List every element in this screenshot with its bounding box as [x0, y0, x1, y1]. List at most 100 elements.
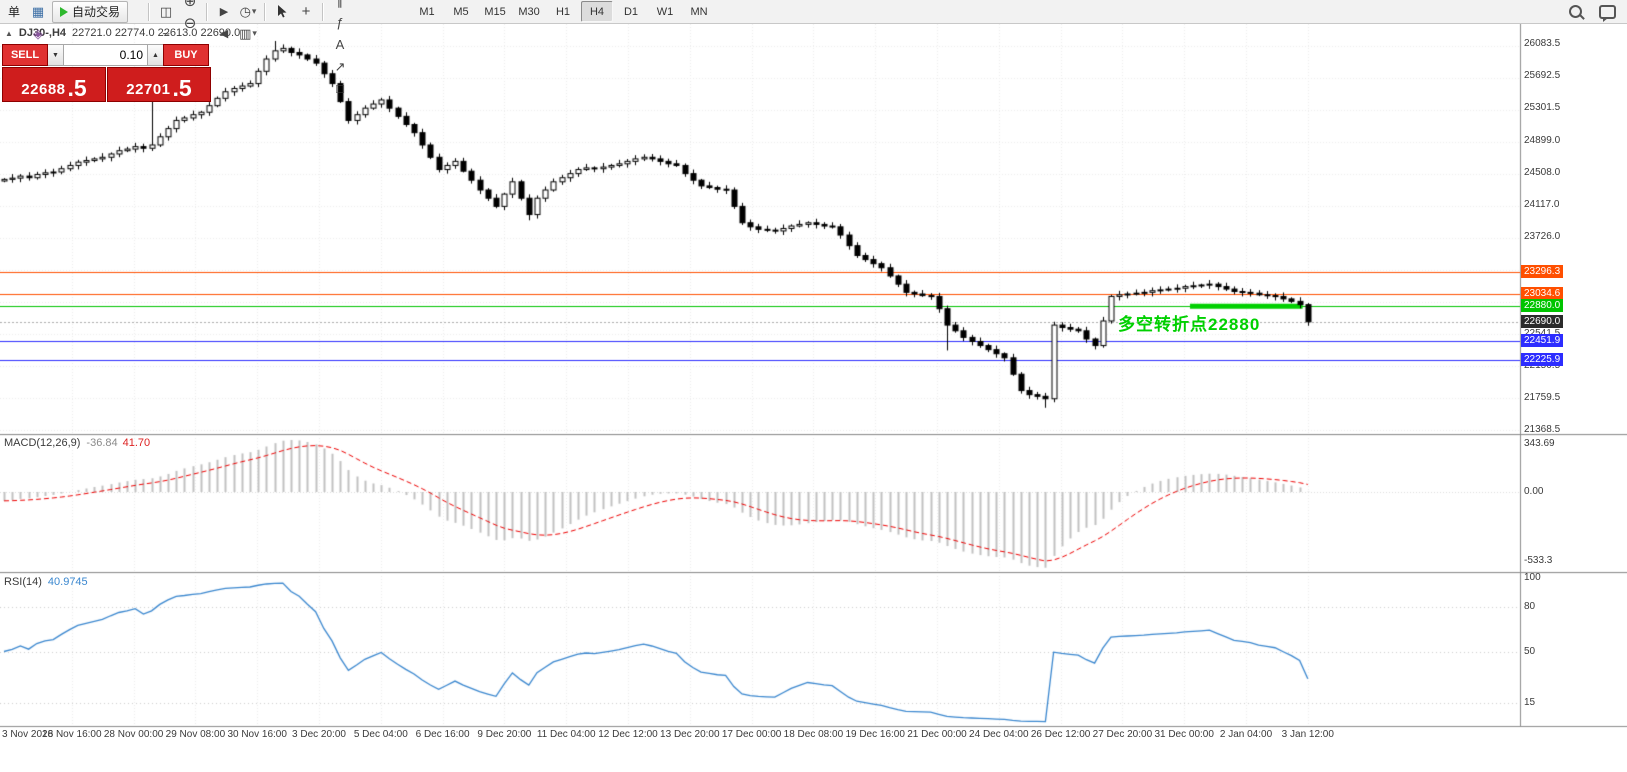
- timeframe-button-mn[interactable]: MN: [690, 5, 708, 18]
- time-axis-label: 13 Dec 20:00: [660, 729, 720, 740]
- time-axis-label: 2 Jan 04:00: [1219, 729, 1273, 740]
- level-price-badge: 22225.9: [1521, 352, 1564, 366]
- timeframe-button-h4[interactable]: H4: [581, 1, 614, 22]
- buy-price-box[interactable]: 22701 .5: [107, 67, 211, 102]
- timeframe-button-h1[interactable]: H1: [555, 5, 571, 18]
- time-axis-label: 27 Dec 20:00: [1092, 729, 1153, 740]
- macd-signal-value: 41.70: [122, 437, 151, 449]
- current-price-badge: 22690.0: [1521, 314, 1564, 328]
- new-order-button[interactable]: 单: [7, 5, 20, 19]
- time-axis-label: 12 Dec 12:00: [598, 729, 658, 740]
- level-price-badge: 23296.3: [1521, 265, 1564, 279]
- time-axis-label: 29 Nov 08:00: [165, 729, 226, 740]
- time-axis-label: 3 Jan 12:00: [1281, 729, 1334, 740]
- price-axis-label: 21368.5: [1524, 424, 1561, 435]
- toolbar-separator: [264, 2, 267, 21]
- crosshair-icon[interactable]: +: [301, 3, 311, 20]
- time-axis-label: 6 Dec 16:00: [415, 729, 470, 740]
- main-toolbar: 单 ▤▦◈ 自动交易 ≡◫~ ⊕⊖ ⊞▶◀ +▾◷▾▥▾ + |—/∥ƒA↗□ …: [0, 0, 1627, 96]
- level-price-badge: 22880.0: [1521, 299, 1564, 313]
- auto-trading-label: 自动交易: [72, 5, 121, 19]
- chevron-down-icon: ▾: [252, 28, 257, 38]
- time-axis-label: 9 Dec 20:00: [477, 729, 532, 740]
- lot-up-icon: ▲: [152, 51, 159, 59]
- price-axis-label: 23726.0: [1524, 231, 1561, 242]
- time-axis-label: 11 Dec 04:00: [536, 729, 596, 740]
- auto-trading-button[interactable]: 自动交易: [52, 0, 129, 23]
- rsi-value: 40.9745: [47, 576, 88, 588]
- time-axis-label: 5 Dec 04:00: [353, 729, 408, 740]
- fibonacci-icon[interactable]: ƒ: [336, 15, 344, 30]
- timeframe-button-m15[interactable]: M15: [484, 5, 506, 18]
- time-axis-label: 26 Nov 16:00: [42, 729, 102, 740]
- buy-price: 22701: [126, 81, 171, 98]
- timeframe-button-m5[interactable]: M5: [453, 5, 469, 18]
- auto-scroll-icon[interactable]: ▶: [219, 6, 229, 18]
- level-price-badge: 22451.9: [1521, 334, 1564, 348]
- search-icon[interactable]: [1564, 1, 1586, 23]
- periods-icon: ◷: [239, 3, 251, 19]
- price-axis-label: 26083.5: [1524, 38, 1561, 49]
- time-axis-label: 3 Nov 2018: [2, 729, 54, 740]
- buy-price-pips: .5: [172, 75, 192, 101]
- sell-price-pips: .5: [67, 75, 87, 101]
- profiles-icon[interactable]: ▦: [31, 3, 45, 19]
- arrow-tool-icon[interactable]: ↗: [334, 58, 346, 74]
- time-axis-label: 26 Dec 12:00: [1030, 729, 1091, 740]
- rsi-axis-label: 50: [1524, 645, 1536, 657]
- lot-down-icon: ▼: [52, 51, 59, 59]
- price-axis-label: 25692.5: [1524, 70, 1561, 81]
- timeframe-button-m30[interactable]: M30: [518, 5, 540, 18]
- candles-chart-icon[interactable]: ◫: [159, 3, 173, 19]
- chart-annotation-text: 多空转折点22880: [1118, 315, 1261, 334]
- rsi-axis-label: 80: [1524, 601, 1536, 613]
- chart-canvas[interactable]: [0, 24, 1627, 772]
- timeframe-group: M1 M5 M15 M30 H1 H4 D1 W1 MN: [410, 1, 716, 22]
- time-axis-label: 19 Dec 16:00: [845, 729, 905, 740]
- line-chart-icon[interactable]: ~: [162, 26, 170, 41]
- channel-icon[interactable]: ∥: [336, 0, 344, 8]
- cursor-icon[interactable]: [271, 1, 293, 23]
- price-axis-label: 25301.5: [1524, 102, 1561, 114]
- time-axis-label: 31 Dec 00:00: [1154, 729, 1214, 740]
- macd-label: MACD(12,26,9) -36.84 41.70: [4, 437, 151, 449]
- time-axis-label: 28 Nov 00:00: [103, 729, 164, 740]
- zoom-out-icon[interactable]: ⊖: [183, 14, 197, 32]
- macd-axis-label: 343.69: [1524, 438, 1555, 449]
- templates-icon: ▥: [239, 25, 252, 41]
- sell-button[interactable]: SELL: [2, 44, 48, 66]
- lot-size-input[interactable]: [63, 44, 148, 66]
- zoom-in-icon[interactable]: ⊕: [183, 0, 197, 10]
- rsi-axis-label: 15: [1524, 696, 1536, 708]
- rsi-axis-label: 100: [1524, 572, 1541, 583]
- chat-icon-shape: [1598, 4, 1616, 22]
- time-axis-label: 17 Dec 00:00: [721, 729, 782, 740]
- timeframe-button-d1[interactable]: D1: [623, 5, 639, 18]
- lot-up-button[interactable]: ▲: [148, 44, 163, 66]
- text-tool-icon[interactable]: A: [335, 37, 345, 52]
- macd-axis-label: 0.00: [1524, 486, 1544, 497]
- time-axis-label: 24 Dec 04:00: [969, 729, 1029, 740]
- buy-button[interactable]: BUY: [163, 44, 209, 66]
- price-axis-label: 24899.0: [1524, 134, 1561, 146]
- toolbar-separator: [148, 2, 151, 21]
- toolbar-separator: [322, 2, 325, 21]
- templates-button[interactable]: ▥ ▾: [237, 23, 259, 45]
- lot-down-button[interactable]: ▼: [48, 44, 63, 66]
- navigator-icon[interactable]: ◈: [33, 25, 43, 41]
- level-price-badge: 23034.6: [1521, 286, 1564, 300]
- search-icon-shape: [1568, 5, 1582, 18]
- timeframe-button-w1[interactable]: W1: [656, 5, 674, 18]
- chart-shift-icon[interactable]: ◀: [219, 28, 229, 40]
- time-axis-label: 21 Dec 00:00: [907, 729, 967, 740]
- macd-value: -36.84: [86, 437, 118, 449]
- price-axis-label: 24117.0: [1524, 198, 1560, 210]
- sell-price-box[interactable]: 22688 .5: [2, 67, 106, 102]
- chat-icon[interactable]: [1596, 1, 1618, 23]
- time-axis-label: 3 Dec 20:00: [292, 729, 346, 740]
- periods-button[interactable]: ◷ ▾: [237, 1, 259, 23]
- timeframe-button-m1[interactable]: M1: [419, 5, 435, 18]
- shapes-icon[interactable]: □: [336, 81, 344, 96]
- play-icon: [60, 6, 68, 17]
